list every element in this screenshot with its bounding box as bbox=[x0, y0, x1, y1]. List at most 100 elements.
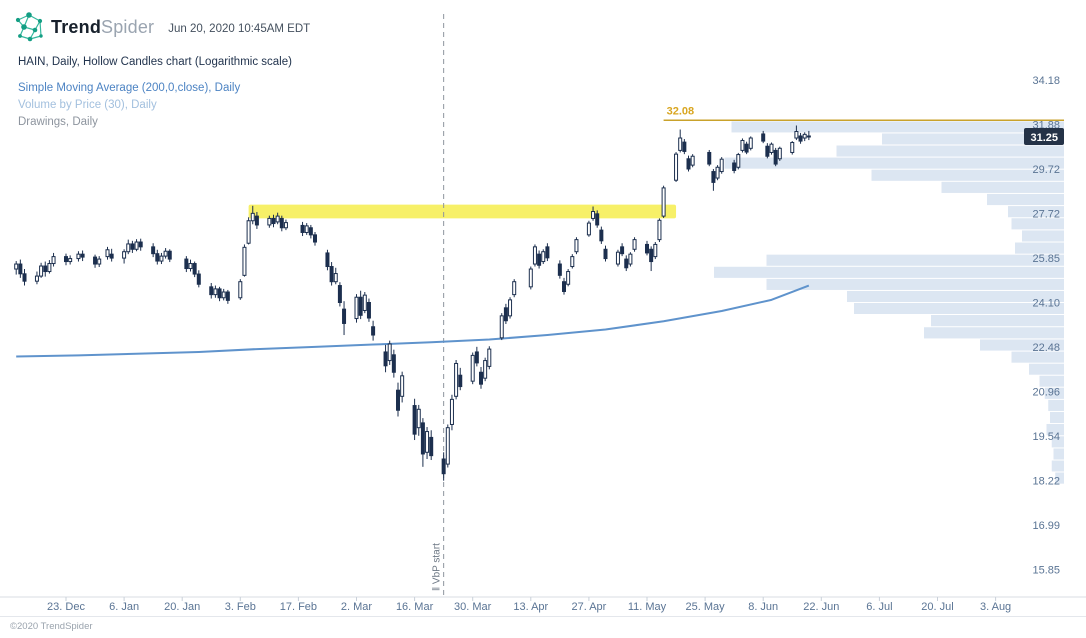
chart-timestamp: Jun 20, 2020 10:45AM EDT bbox=[168, 23, 311, 35]
candle-body bbox=[711, 171, 716, 183]
x-axis-label: 13. Apr bbox=[513, 601, 548, 613]
candle-body bbox=[271, 217, 276, 225]
candle-body bbox=[196, 273, 201, 285]
candle-body bbox=[748, 137, 753, 149]
candle-body bbox=[454, 362, 459, 397]
candle-body bbox=[769, 143, 774, 153]
candle-body bbox=[678, 137, 683, 151]
candle-body bbox=[562, 281, 566, 292]
candle-body bbox=[545, 246, 550, 259]
candle-body bbox=[674, 153, 679, 181]
last-price-value: 31.25 bbox=[1030, 132, 1058, 144]
candle-body bbox=[649, 248, 654, 263]
candle-body bbox=[130, 243, 135, 250]
candle-body bbox=[267, 217, 272, 226]
candle-body bbox=[238, 281, 243, 299]
candle-body bbox=[151, 246, 156, 255]
highlight-band-drawing[interactable] bbox=[248, 204, 677, 219]
candle-body bbox=[366, 301, 371, 319]
candle-body bbox=[163, 250, 168, 257]
candle-body bbox=[603, 248, 608, 260]
candle-body bbox=[337, 285, 342, 303]
candle-body bbox=[445, 427, 450, 465]
candle-body bbox=[802, 133, 807, 139]
x-axis: 23. Dec 6. Jan 20. Jan 3. Feb 17. Feb 2. Mar 1… bbox=[0, 596, 1086, 613]
candle-body bbox=[806, 135, 811, 138]
candle-body bbox=[441, 458, 446, 475]
vbp-start-label: ‖ VbP start bbox=[432, 543, 443, 591]
x-axis-label: 16. Mar bbox=[396, 601, 434, 613]
candle-body bbox=[487, 348, 492, 367]
legend-item-sma[interactable]: Simple Moving Average (200,0,close), Dai… bbox=[18, 82, 241, 94]
candle-body bbox=[483, 360, 488, 379]
brand-light: Spider bbox=[101, 16, 155, 37]
candle-body bbox=[586, 222, 591, 236]
candle-body bbox=[225, 291, 230, 301]
candle-body bbox=[794, 131, 799, 139]
candle-body bbox=[213, 288, 218, 296]
y-axis-label: 22.48 bbox=[1032, 342, 1060, 354]
candle-body bbox=[167, 250, 172, 260]
candle-body bbox=[76, 253, 81, 260]
candle-body bbox=[591, 211, 596, 219]
y-axis-label: 20.96 bbox=[1032, 386, 1060, 398]
x-axis-label: 2. Mar bbox=[341, 601, 373, 613]
y-axis-label: 19.54 bbox=[1032, 431, 1060, 443]
candle-body bbox=[470, 354, 475, 382]
candle-body bbox=[690, 155, 695, 166]
candle-body bbox=[777, 147, 782, 160]
y-axis-label: 15.85 bbox=[1032, 564, 1060, 576]
x-axis-label: 23. Dec bbox=[47, 601, 85, 613]
chart-legend: HAIN, Daily, Hollow Candles chart (Logar… bbox=[18, 54, 292, 131]
candle-body bbox=[371, 326, 376, 336]
sma-200-line[interactable] bbox=[16, 284, 810, 358]
candle-body bbox=[532, 246, 537, 265]
candle-body bbox=[653, 243, 658, 258]
candle-body bbox=[499, 315, 504, 339]
candle-body bbox=[574, 239, 579, 253]
candle-body bbox=[599, 229, 604, 242]
x-axis-label: 20. Jan bbox=[164, 601, 200, 613]
candle-body bbox=[134, 241, 139, 250]
last-price-badge bbox=[1024, 128, 1064, 145]
legend-item-vbp[interactable]: Volume by Price (30), Daily bbox=[18, 99, 157, 111]
candle-body bbox=[537, 253, 542, 266]
legend-item-symbol[interactable]: HAIN, Daily, Hollow Candles chart (Logar… bbox=[18, 56, 292, 68]
candle-body bbox=[391, 354, 396, 373]
x-axis-label: 30. Mar bbox=[454, 601, 492, 613]
legend-item-drawings[interactable]: Drawings, Daily bbox=[18, 116, 98, 128]
candle-body bbox=[508, 299, 513, 317]
candle-body bbox=[47, 263, 52, 273]
candle-body bbox=[354, 296, 359, 320]
y-axis-label: 18.22 bbox=[1032, 476, 1060, 488]
candles-layer[interactable] bbox=[14, 125, 811, 481]
brand-bold: Trend bbox=[51, 16, 102, 37]
app-header: TrendSpider Jun 20, 2020 10:45AM EDT bbox=[14, 12, 310, 42]
candle-body bbox=[300, 224, 305, 233]
candle-body bbox=[765, 145, 770, 157]
candle-body bbox=[624, 258, 629, 269]
volume-by-price-layer bbox=[714, 121, 1064, 484]
x-axis-label: 6. Jul bbox=[866, 601, 892, 613]
candle-body bbox=[250, 212, 255, 222]
candle-body bbox=[512, 281, 517, 296]
candle-body bbox=[790, 142, 795, 153]
candle-body bbox=[425, 431, 430, 453]
candle-body bbox=[566, 271, 571, 285]
candle-body bbox=[39, 265, 44, 277]
candle-body bbox=[474, 351, 479, 364]
copyright: ©2020 TrendSpider bbox=[0, 616, 1086, 638]
x-axis-label: 3. Aug bbox=[980, 601, 1011, 613]
resistance-price-label: 32.08 bbox=[667, 105, 695, 117]
candle-body bbox=[333, 273, 338, 283]
candle-body bbox=[615, 251, 620, 265]
candle-body bbox=[420, 422, 425, 455]
candle-body bbox=[503, 307, 508, 322]
candle-body bbox=[661, 187, 666, 217]
x-axis-label: 17. Feb bbox=[280, 601, 317, 613]
candle-body bbox=[358, 296, 363, 316]
candle-body bbox=[570, 256, 575, 268]
y-axis-label: 34.18 bbox=[1032, 75, 1060, 87]
x-axis-label: 27. Apr bbox=[571, 601, 606, 613]
